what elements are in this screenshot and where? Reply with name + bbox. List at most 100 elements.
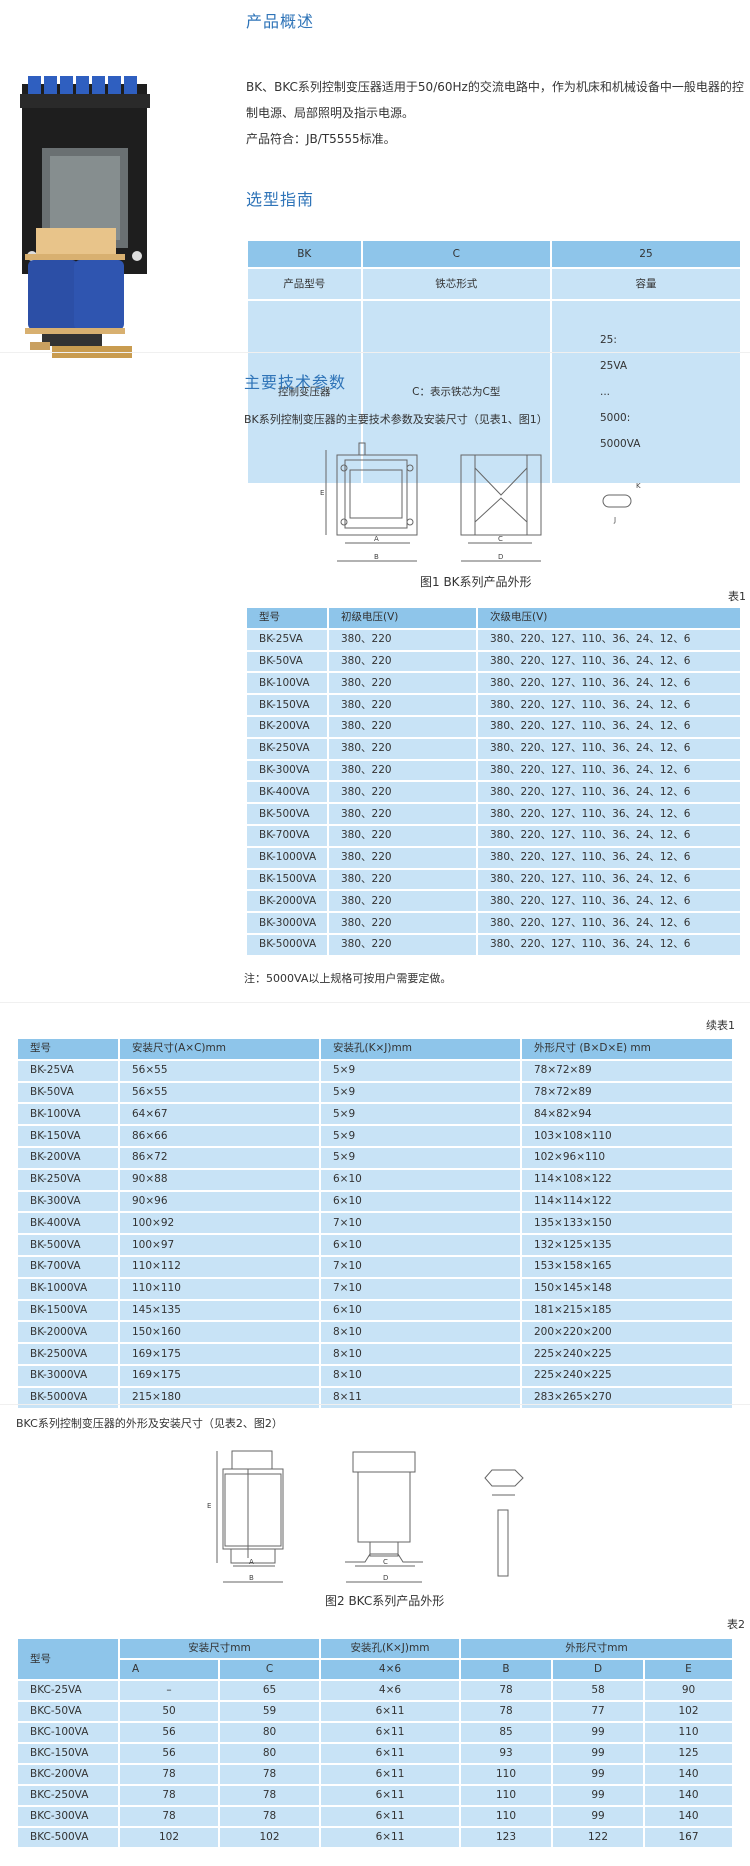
table-cell: 100×92 [118,1211,321,1236]
label-b: B [374,553,379,561]
col-header: 安装孔(K×J)mm [319,1037,522,1061]
capacity-item: 5000VA [599,438,641,450]
table-cell: BKC-150VA [16,1742,120,1765]
table-cell: 150×145×148 [520,1276,734,1301]
table-cell: 122 [551,1826,645,1849]
overview-line: BK、BKC系列控制变压器适用于50/60Hz的交流电路中，作为机床和机械设备中… [246,80,744,94]
table-cell: 6×11 [319,1805,461,1828]
table-cell: 90 [643,1679,734,1702]
table-cell: BK-400VA [245,780,329,805]
overview-line: 产品符合：JB/T5555标准。 [246,132,396,146]
table-cell: 380、220 [327,693,478,717]
table-cell: 380、220、127、110、36、24、12、6 [476,823,742,848]
table-cell: 6×10 [319,1233,522,1257]
label-k: K [636,482,641,490]
table-cell: 123 [459,1826,553,1849]
table-cell: 78×72×89 [520,1058,734,1083]
table-cell: 4×6 [319,1679,461,1702]
table-row: BK-3000VA 169×175 8×10 225×240×225 [16,1363,734,1388]
table-cell: 77 [551,1700,645,1723]
table-row: BK-50VA 380、220 380、220、127、110、36、24、12、6 [245,649,742,674]
label-e: E [207,1502,211,1510]
params-heading: 主要技术参数 [244,373,347,392]
bkc-transformer-photo [25,228,132,358]
table-cell: 380、220 [327,802,478,826]
col-header: 型号 [16,1037,120,1061]
table-cell: 102 [643,1700,734,1723]
table-cell: 110×112 [118,1254,321,1279]
table-1: 型号 初级电压(V) 次级电压(V) BK-25VA 380、220 380、220、1… [245,606,742,957]
table-row: BK-300VA 380、220 380、220、127、110、36、24、12、… [245,758,742,783]
table-cell: 283×265×270 [520,1385,734,1410]
table-cell: BK-1500VA [16,1298,120,1323]
table-cell: 110 [459,1763,553,1786]
table-cell: BKC-100VA [16,1721,120,1744]
table-cell: BK-1000VA [16,1276,120,1301]
label-d: D [383,1574,388,1582]
table-cell: BK-250VA [245,736,329,761]
table-cell: 7×10 [319,1276,522,1301]
table-cell: 90×88 [118,1167,321,1192]
table-cell: BKC-250VA [16,1784,120,1807]
table-cell: BK-1500VA [245,867,329,892]
label-a: A [249,1558,254,1566]
table-1-note: 注：5000VA以上规格可按用户需要定做。 [244,972,452,985]
table-cell: BK-2000VA [245,889,329,914]
col-header: 型号 [16,1637,120,1681]
table-row: BK-1000VA 110×110 7×10 150×145×148 [16,1276,734,1301]
table-cell: 8×10 [319,1342,522,1366]
table-row: BKC-25VA –65 4×6 78 58 90 [16,1679,734,1702]
col-group-header: 安装孔(K×J)mm [319,1637,461,1660]
overview-heading: 产品概述 [246,12,315,31]
table-cell: 380、220、127、110、36、24、12、6 [476,736,742,761]
table-cell: BK-25VA [245,627,329,652]
table-cell: 380、220 [327,758,478,783]
table-cell: BK-150VA [16,1124,120,1148]
figure-1-drawing: A B C D E K J [320,442,641,562]
table-cell: BK-50VA [245,649,329,674]
col-header: 次级电压(V) [476,606,742,630]
table-cell: – [118,1679,220,1702]
table-cell: 380、220、127、110、36、24、12、6 [476,671,742,696]
table-cell: 103×108×110 [520,1124,734,1148]
table-cell: 56 [118,1742,220,1765]
table-cell: 5×9 [319,1124,522,1148]
table-cell: 380、220、127、110、36、24、12、6 [476,714,742,739]
table-cell: 380、220、127、110、36、24、12、6 [476,758,742,783]
sub-header: A [118,1658,220,1681]
table-cell: 86×72 [118,1145,321,1170]
table-cell: 56×55 [118,1080,321,1105]
table-cell: 7×10 [319,1211,522,1236]
table-cell: BKC-200VA [16,1763,120,1786]
table-cell: 5×9 [319,1102,522,1127]
table-cell: 85 [459,1721,553,1744]
table-cell: 6×11 [319,1721,461,1744]
table-cell: 380、220 [327,671,478,696]
table-cell: 380、220 [327,889,478,914]
table-cell: BK-50VA [16,1080,120,1105]
table-cell: 6×11 [319,1742,461,1765]
table-row: BK-400VA 380、220 380、220、127、110、36、24、12、… [245,780,742,805]
table-cell: 145×135 [118,1298,321,1323]
table-row: BKC-500VA 102 102 6×11 123 122 167 [16,1826,734,1849]
table-cell: 78 [218,1784,321,1807]
table-cell: 84×82×94 [520,1102,734,1127]
table-cell: 380、220 [327,714,478,739]
label-model: 产品型号 [246,267,363,301]
selection-table: BK C 25 产品型号 铁芯形式 容量 控制变压器 C：表示铁芯为C型 25: 25VA.… [246,239,743,485]
label-d: D [498,553,503,561]
figure-1-caption: 图1 BK系列产品外形 [420,575,532,589]
params-subtitle: BK系列控制变压器的主要技术参数及安装尺寸（见表1、图1） [244,413,548,426]
table-cell: 78 [118,1784,220,1807]
table-cell: BK-100VA [245,671,329,696]
col-header: 安装尺寸(A×C)mm [118,1037,321,1061]
table-row: BK-250VA 90×88 6×10 114×108×122 [16,1167,734,1192]
table-cell: 380、220、127、110、36、24、12、6 [476,693,742,717]
table-row: BK-200VA 86×72 5×9 102×96×110 [16,1145,734,1170]
figure-2-caption: 图2 BKC系列产品外形 [325,1594,445,1608]
label-a: A [374,535,379,543]
table-cell: 140 [643,1763,734,1786]
table-row: BK-400VA 100×92 7×10 135×133×150 [16,1211,734,1236]
table-cell: 380、220 [327,932,478,957]
table-cell: 8×10 [319,1320,522,1345]
